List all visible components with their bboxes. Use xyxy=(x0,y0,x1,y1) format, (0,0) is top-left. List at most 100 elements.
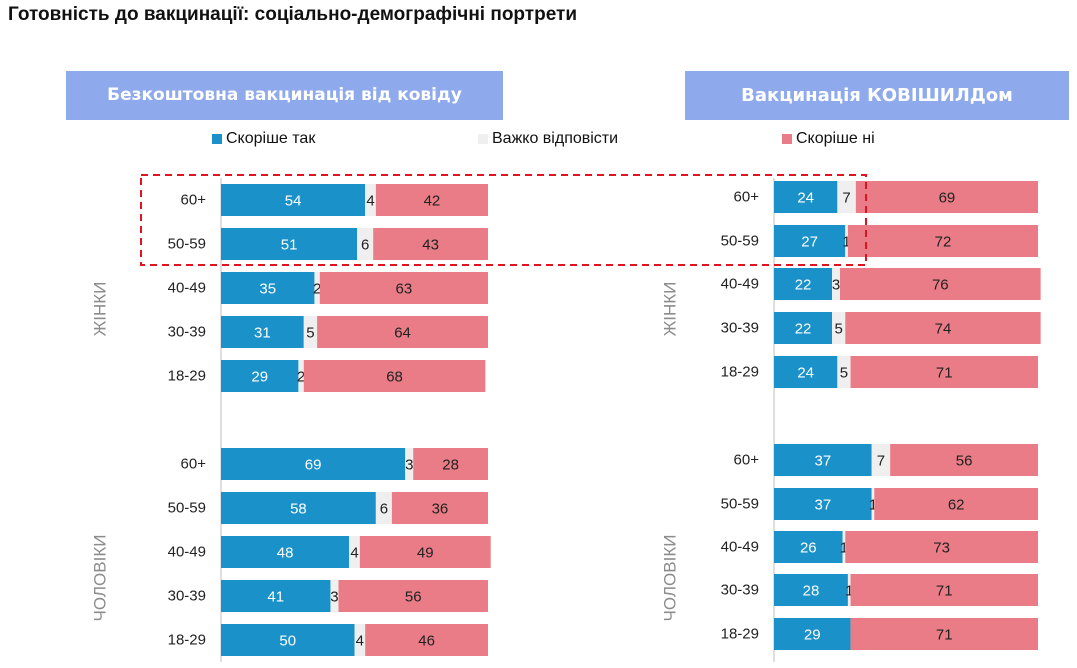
free-data-label-no: 49 xyxy=(417,545,434,562)
covishield-data-label-yes: 28 xyxy=(803,583,820,600)
free-bar-hard-to-say xyxy=(298,360,304,392)
covishield-bar-no xyxy=(855,181,1038,213)
covishield-bar-no xyxy=(845,531,1038,563)
covishield-bar-no xyxy=(847,225,1038,257)
covishield-data-label-hard-to-say: 7 xyxy=(877,453,885,470)
covishield-bar-yes xyxy=(774,488,872,520)
covishield-data-label-no: 71 xyxy=(936,365,953,382)
covishield-data-label-yes: 27 xyxy=(801,234,818,251)
covishield-data-label-yes: 37 xyxy=(814,453,831,470)
covishield-bar-hard-to-say xyxy=(871,488,875,520)
free-bar-yes xyxy=(221,580,331,612)
free-bar-yes xyxy=(221,316,304,348)
covishield-bar-yes xyxy=(774,444,872,476)
covishield-data-label-hard-to-say: 1 xyxy=(869,497,877,514)
free-category-label: 18-29 xyxy=(168,368,206,385)
covishield-data-label-hard-to-say: 1 xyxy=(842,234,850,251)
covishield-bar-yes xyxy=(774,356,838,388)
free-data-label-hard-to-say: 6 xyxy=(380,501,388,518)
covishield-group-label: ЧОЛОВІКИ xyxy=(661,535,680,622)
free-bar-no xyxy=(317,316,488,348)
covishield-category-label: 18-29 xyxy=(721,364,759,381)
covishield-data-label-yes: 22 xyxy=(795,277,812,294)
covishield-bar-hard-to-say xyxy=(845,225,848,257)
free-bar-yes xyxy=(221,536,350,568)
free-category-label: 50-59 xyxy=(168,236,206,253)
covishield-category-label: 40-49 xyxy=(721,276,759,293)
free-bar-hard-to-say xyxy=(349,536,360,568)
covishield-category-label: 30-39 xyxy=(721,320,759,337)
free-data-label-no: 56 xyxy=(405,589,422,606)
covishield-data-label-hard-to-say: 5 xyxy=(835,321,843,338)
free-bar-no xyxy=(303,360,486,392)
free-category-label: 30-39 xyxy=(168,324,206,341)
free-bar-hard-to-say xyxy=(365,184,376,216)
legend-label-no: Скоріше ні xyxy=(796,130,875,147)
free-data-label-hard-to-say: 2 xyxy=(313,281,321,298)
free-data-label-no: 42 xyxy=(424,193,441,210)
covishield-bar-yes xyxy=(774,181,838,213)
free-category-label: 18-29 xyxy=(168,632,206,649)
free-data-label-no: 43 xyxy=(422,237,439,254)
legend-label-yes: Скоріше так xyxy=(226,130,316,147)
covishield-category-label: 60+ xyxy=(734,189,760,206)
covishield-data-label-no: 71 xyxy=(936,583,953,600)
covishield-data-label-hard-to-say: 5 xyxy=(840,365,848,382)
free-data-label-yes: 29 xyxy=(251,369,268,386)
covishield-bar-no xyxy=(845,312,1041,344)
free-bar-no xyxy=(375,184,488,216)
covishield-bar-no xyxy=(874,488,1038,520)
covishield-data-label-no: 74 xyxy=(935,321,952,338)
covishield-bar-hard-to-say xyxy=(871,444,891,476)
free-bar-yes xyxy=(221,228,358,260)
covishield-category-label: 40-49 xyxy=(721,539,759,556)
free-bar-no xyxy=(413,448,488,480)
covishield-data-label-no: 73 xyxy=(933,540,950,557)
covishield-bar-yes xyxy=(774,618,851,650)
covishield-category-label: 50-59 xyxy=(721,233,759,250)
covishield-data-label-hard-to-say: 1 xyxy=(840,540,848,557)
covishield-data-label-no: 72 xyxy=(935,234,952,251)
free-bar-no xyxy=(365,624,488,656)
free-group-label: ЖІНКИ xyxy=(91,282,110,337)
free-category-label: 60+ xyxy=(181,456,207,473)
free-category-label: 30-39 xyxy=(168,588,206,605)
free-data-label-yes: 41 xyxy=(267,589,284,606)
free-group-label: ЧОЛОВІКИ xyxy=(91,535,110,622)
legend-swatch-hard-to-say xyxy=(478,134,488,144)
free-bar-yes xyxy=(221,184,366,216)
free-bar-no xyxy=(319,272,488,304)
covishield-bar-no xyxy=(840,268,1041,300)
covishield-category-label: 30-39 xyxy=(721,582,759,599)
covishield-data-label-no: 56 xyxy=(956,453,973,470)
covishield-data-label-yes: 24 xyxy=(797,365,814,382)
free-category-label: 60+ xyxy=(181,192,207,209)
covishield-bar-no xyxy=(850,574,1038,606)
covishield-data-label-hard-to-say: 7 xyxy=(842,190,850,207)
covishield-bar-no xyxy=(850,618,1038,650)
covishield-data-label-yes: 22 xyxy=(795,321,812,338)
chart-title-covishield: Вакцинація КОВІШИЛДом xyxy=(685,71,1069,120)
legend-swatch-yes xyxy=(212,134,222,144)
free-bar-hard-to-say xyxy=(405,448,414,480)
free-bar-hard-to-say xyxy=(354,624,366,656)
free-data-label-hard-to-say: 2 xyxy=(297,369,305,386)
free-category-label: 40-49 xyxy=(168,280,206,297)
free-bar-yes xyxy=(221,624,355,656)
highlight-dashed-box xyxy=(140,174,867,266)
covishield-bar-no xyxy=(890,444,1038,476)
free-data-label-yes: 51 xyxy=(281,237,298,254)
free-data-label-no: 64 xyxy=(394,325,411,342)
covishield-bar-yes xyxy=(774,268,833,300)
free-data-label-no: 46 xyxy=(418,633,435,650)
free-bar-yes xyxy=(221,448,406,480)
covishield-bar-no xyxy=(850,356,1038,388)
free-category-label: 50-59 xyxy=(168,500,206,517)
free-data-label-hard-to-say: 4 xyxy=(350,545,358,562)
covishield-group-label: ЖІНКИ xyxy=(661,282,680,337)
free-data-label-yes: 58 xyxy=(290,501,307,518)
covishield-data-label-no: 62 xyxy=(948,497,965,514)
free-data-label-no: 68 xyxy=(386,369,403,386)
covishield-category-label: 50-59 xyxy=(721,496,759,513)
